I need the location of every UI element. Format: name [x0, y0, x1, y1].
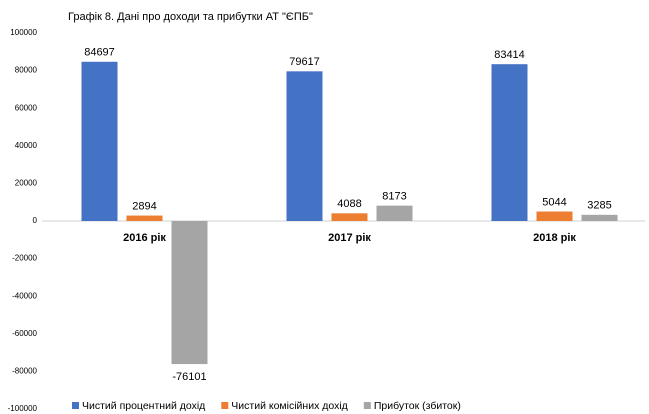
data-label: 3285 [587, 200, 611, 212]
data-label: 84697 [84, 47, 115, 59]
bar [126, 215, 163, 221]
y-tick-label: 80000 [15, 66, 38, 75]
data-label: 8173 [382, 191, 406, 203]
bar [286, 71, 323, 221]
y-tick-label: -80000 [12, 367, 37, 376]
y-tick-label: 40000 [15, 141, 38, 150]
legend-swatch [363, 402, 371, 409]
y-tick-label: 60000 [15, 103, 38, 112]
chart-title: Графік 8. Дані про доходи та прибутки АТ… [68, 11, 313, 23]
y-tick-label: 0 [33, 216, 38, 225]
bar [171, 221, 208, 365]
y-tick-label: -100000 [8, 404, 38, 413]
y-tick-label: -40000 [12, 291, 37, 300]
legend-swatch [72, 402, 79, 409]
x-tick-label: 2017 рік [328, 232, 371, 244]
bar [376, 205, 413, 221]
y-tick-label: -20000 [12, 254, 37, 263]
bar [81, 61, 118, 221]
legend-swatch [221, 402, 229, 409]
legend-label: Прибуток (збиток) [374, 400, 461, 412]
data-label: 83414 [494, 49, 525, 61]
y-tick-label: 100000 [10, 28, 37, 37]
data-label: 2894 [132, 200, 156, 212]
data-label: 4088 [337, 198, 361, 210]
x-tick-label: 2018 рік [533, 232, 576, 244]
y-tick-label: -60000 [12, 329, 37, 338]
x-tick-label: 2016 рік [123, 232, 166, 244]
bar [581, 214, 618, 221]
data-label: -76101 [172, 371, 206, 383]
y-tick-label: 20000 [15, 179, 38, 188]
data-label: 5044 [542, 196, 566, 208]
bar [536, 211, 573, 221]
bar [491, 64, 528, 222]
data-label: 79617 [289, 56, 320, 68]
bar [331, 213, 368, 221]
legend-label: Чистий комісійних дохід [231, 400, 348, 412]
legend-label: Чистий процентний дохід [82, 400, 205, 412]
